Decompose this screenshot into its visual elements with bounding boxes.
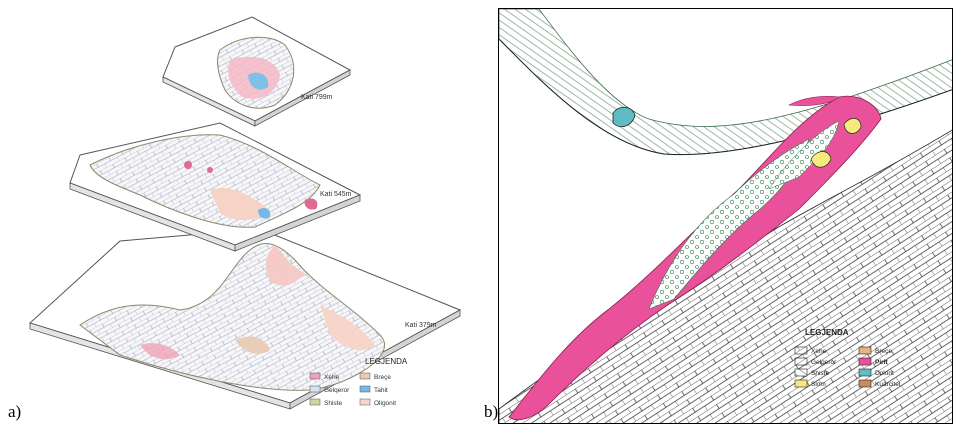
legend-a-swatch-1 [359,372,371,380]
level-545-plate [69,122,362,252]
legend-a-swatch-0 [309,372,321,380]
panel-b-legend: LEGJENDA Xehe Breçe Gelqeror Pirit Shist… [794,328,901,388]
legend-a-label-4: Shiste [324,400,342,407]
legend-b-label-7: Kuarcitet [875,381,901,388]
dolorit-body [612,106,636,128]
level-799-label: Kati 799m [301,94,333,101]
legend-a-swatch-2 [309,385,321,393]
legend-b-swatch-7 [858,379,872,388]
legend-a-label-0: Xehe [324,374,340,381]
legend-a-label-3: Tahit [374,387,388,394]
legend-a-label-2: Gelqeror [324,387,350,394]
panel-b-diagram: LEGJENDA Xehe Breçe Gelqeror Pirit Shist… [499,9,952,423]
legend-b-label-4: Shiste [811,370,829,377]
legend-a-label-5: Oligonit [374,400,396,407]
level-379-label: Kati 379m [405,322,437,329]
panel-a-label: a) [8,402,22,421]
panel-a-legend-title: LEGJENDA [365,357,408,366]
legend-b-swatch-0 [794,346,808,355]
panel-b-frame: LEGJENDA Xehe Breçe Gelqeror Pirit Shist… [498,8,953,424]
pirit-lens-top [787,95,840,106]
breccia-zone-upper [768,120,840,190]
legend-a-swatch-4 [309,398,321,406]
legend-b-swatch-6 [794,379,808,388]
legend-a-swatch-3 [359,385,371,393]
legend-b-label-3: Pirit [875,359,888,366]
level-799-plate [162,16,352,127]
panel-a-legend: LEGJENDA Xehe Breçe Gelqeror Tahit Shist… [309,357,408,407]
slom-lens-1 [810,151,832,168]
legend-b-swatch-4 [794,368,808,377]
panel-a-diagram: Kati 379m Kati 545m Kati 799m LEGJENDA X… [29,16,462,410]
legend-b-swatch-3 [858,357,872,366]
level-545-label: Kati 545m [320,191,352,198]
legend-b-label-0: Xehe [811,348,827,355]
breccia-zone [648,138,810,310]
level-379-plate [29,228,462,410]
legend-a-label-1: Breçe [374,374,391,381]
panel-b-label: b) [484,402,499,421]
panel-b-legend-title: LEGJENDA [805,328,849,337]
slom-lens-2 [843,118,862,134]
legend-b-swatch-5 [858,368,872,377]
legend-b-label-6: Slom [811,381,826,388]
surface-shale-band [499,9,952,155]
legend-a-swatch-5 [359,398,371,406]
legend-b-label-2: Gelqeror [811,359,837,366]
legend-b-swatch-1 [858,346,872,355]
legend-b-swatch-2 [794,357,808,366]
legend-b-label-1: Breçe [875,348,892,355]
legend-b-label-5: Dolorit [875,370,894,377]
